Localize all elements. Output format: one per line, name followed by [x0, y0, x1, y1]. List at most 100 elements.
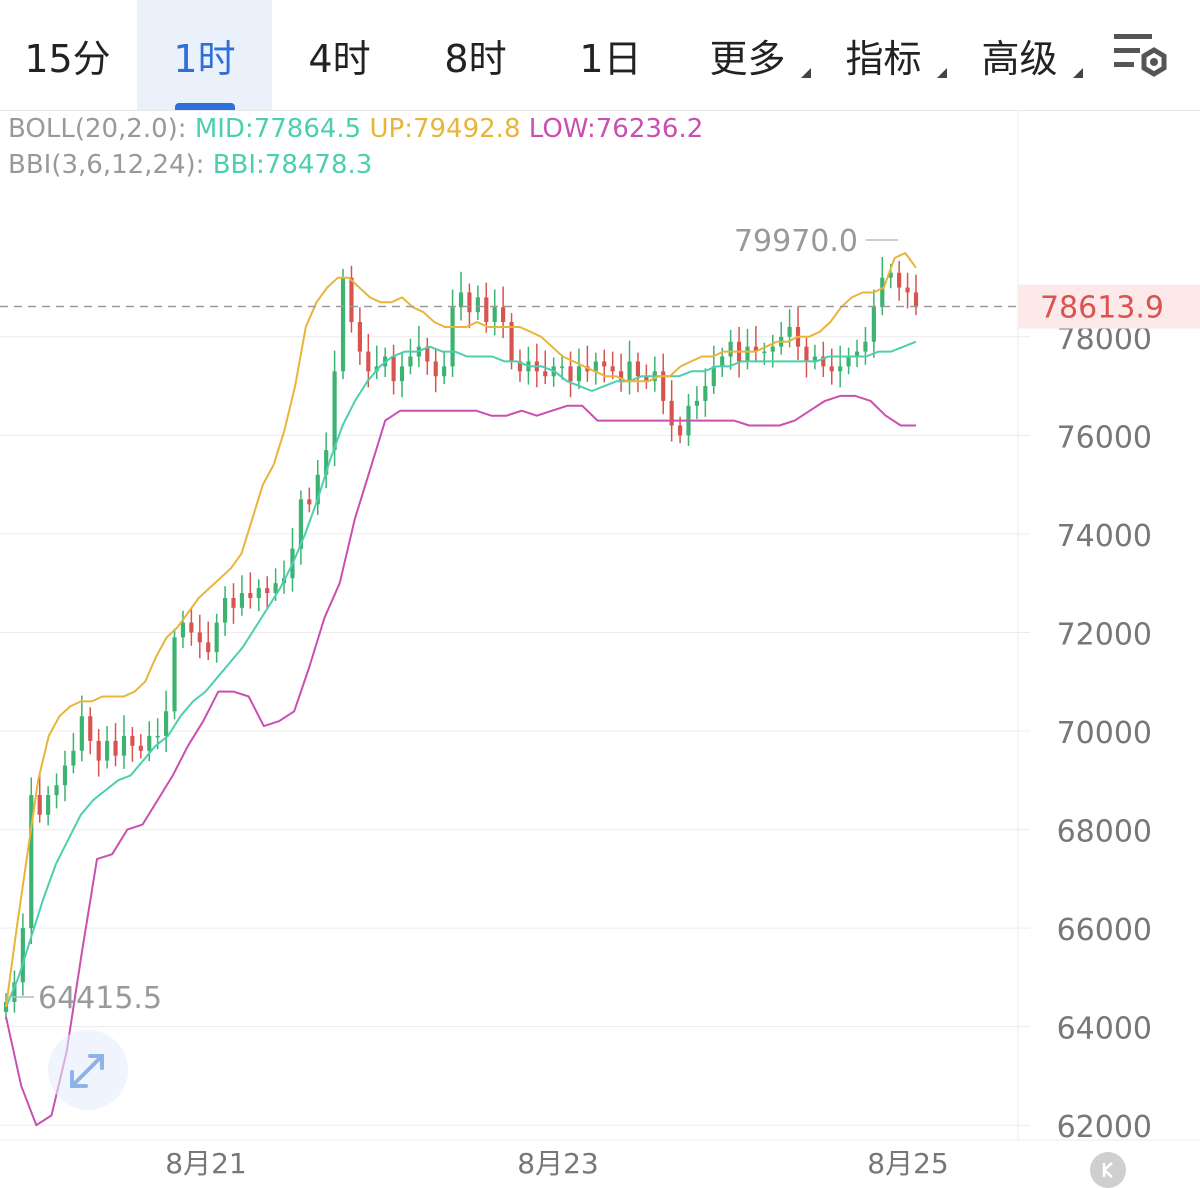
boll-low-line — [5, 394, 916, 1127]
candle-body — [399, 366, 405, 382]
tab-3[interactable]: 4时 — [272, 0, 407, 110]
candle-body — [164, 711, 169, 736]
candle-body — [854, 351, 860, 357]
candlestick-chart[interactable]: 7800076000740007200070000680006600064000… — [0, 110, 1200, 1185]
candle-body — [71, 750, 76, 766]
candle-body — [180, 622, 186, 638]
candle-body — [113, 740, 118, 756]
candle-body — [265, 588, 270, 594]
candle-body — [669, 400, 674, 426]
candle-body — [829, 366, 834, 372]
boll-up-line — [5, 252, 917, 1008]
candle-body — [568, 366, 573, 382]
candle-body — [838, 366, 843, 372]
tab-6[interactable]: 更多 — [680, 0, 815, 110]
candle-body — [905, 287, 910, 293]
candle-body — [467, 292, 472, 313]
candle-body — [787, 326, 792, 337]
candle-body — [644, 376, 649, 382]
candle-body — [197, 632, 202, 643]
candle-body — [913, 292, 919, 308]
tab-1[interactable]: 15分 — [0, 0, 135, 110]
candle-body — [770, 346, 775, 352]
tab-label: 8时 — [444, 36, 507, 81]
tab-label: 更多 — [709, 36, 786, 81]
tab-label: 1日 — [579, 36, 642, 81]
tab-8[interactable]: 高级 — [952, 0, 1087, 110]
candle-body — [37, 795, 42, 815]
bbi-name: BBI(3,6,12,24): — [8, 150, 205, 180]
candle-body — [172, 637, 177, 712]
candle-body — [408, 356, 413, 367]
candle-body — [475, 297, 480, 313]
candle-body — [762, 351, 767, 354]
candle-body — [222, 597, 228, 623]
candle-body — [248, 593, 253, 598]
candle-body — [256, 588, 261, 598]
boll-mid-value: MID:77864.5 — [194, 114, 362, 144]
candle-body — [349, 277, 354, 323]
candle-body — [619, 371, 624, 382]
tab-4[interactable]: 8时 — [408, 0, 543, 110]
candle-body — [888, 272, 893, 278]
candle-body — [357, 322, 362, 352]
candle-body — [635, 361, 641, 377]
y-tick-label: 62000 — [1057, 1110, 1152, 1145]
dropdown-caret-icon — [937, 68, 947, 78]
candle-body — [189, 622, 194, 633]
candle-body — [492, 307, 497, 323]
expand-chart-button[interactable] — [48, 1030, 128, 1110]
candle-body — [88, 716, 93, 741]
last-price-label: 78613.9 — [1040, 291, 1164, 326]
boll-name: BOLL(20,2.0): — [8, 114, 187, 144]
k-line-toggle-button[interactable] — [1090, 1152, 1126, 1188]
candle-body — [231, 597, 236, 608]
tab-label: 4时 — [308, 36, 371, 81]
tab-label: 指标 — [845, 36, 922, 81]
candle-body — [450, 307, 455, 367]
candle-body — [703, 386, 708, 401]
y-tick-label: 68000 — [1057, 815, 1152, 850]
x-tick-label: 8月25 — [867, 1147, 948, 1180]
chart-settings-icon[interactable] — [1110, 28, 1172, 84]
candle-body — [576, 366, 582, 382]
high-price-label: 79970.0 — [734, 224, 858, 259]
candle-body — [871, 307, 876, 342]
candle-body — [677, 425, 683, 436]
candle-body — [62, 765, 68, 786]
boll-indicator-line: BOLL(20,2.0): MID:77864.5 UP:79492.8 LOW… — [8, 114, 703, 144]
y-tick-label: 66000 — [1057, 913, 1152, 948]
last-price-badge — [1018, 284, 1200, 329]
boll-low-value: LOW:76236.2 — [528, 114, 704, 144]
candle-body — [315, 474, 320, 505]
x-tick-label: 8月21 — [165, 1147, 246, 1180]
candle-body — [130, 735, 135, 746]
bbi-indicator-line: BBI(3,6,12,24): BBI:78478.3 — [8, 150, 372, 180]
candle-body — [711, 366, 716, 387]
candle-body — [745, 346, 750, 362]
y-tick-label: 72000 — [1057, 617, 1152, 652]
tab-2[interactable]: 1时 — [137, 0, 272, 110]
candle-body — [206, 642, 211, 653]
candle-body — [155, 735, 160, 738]
candle-body — [661, 371, 666, 401]
candle-body — [501, 307, 506, 323]
candle-body — [442, 366, 447, 377]
candle-body — [627, 361, 632, 382]
tab-7[interactable]: 指标 — [816, 0, 951, 110]
candle-body — [12, 982, 17, 1003]
candle-body — [425, 346, 430, 362]
candle-body — [96, 740, 101, 761]
candle-body — [307, 499, 312, 505]
candle-body — [863, 341, 868, 352]
candle-body — [720, 356, 725, 367]
candle-body — [610, 366, 615, 372]
candle-body — [517, 361, 523, 372]
bbi-value: BBI:78478.3 — [212, 150, 373, 180]
candle-body — [79, 716, 84, 751]
tab-5[interactable]: 1日 — [543, 0, 678, 110]
active-tab-underline — [175, 103, 235, 110]
y-tick-label: 74000 — [1057, 519, 1152, 554]
y-tick-label: 70000 — [1057, 716, 1152, 751]
candle-body — [804, 346, 809, 362]
